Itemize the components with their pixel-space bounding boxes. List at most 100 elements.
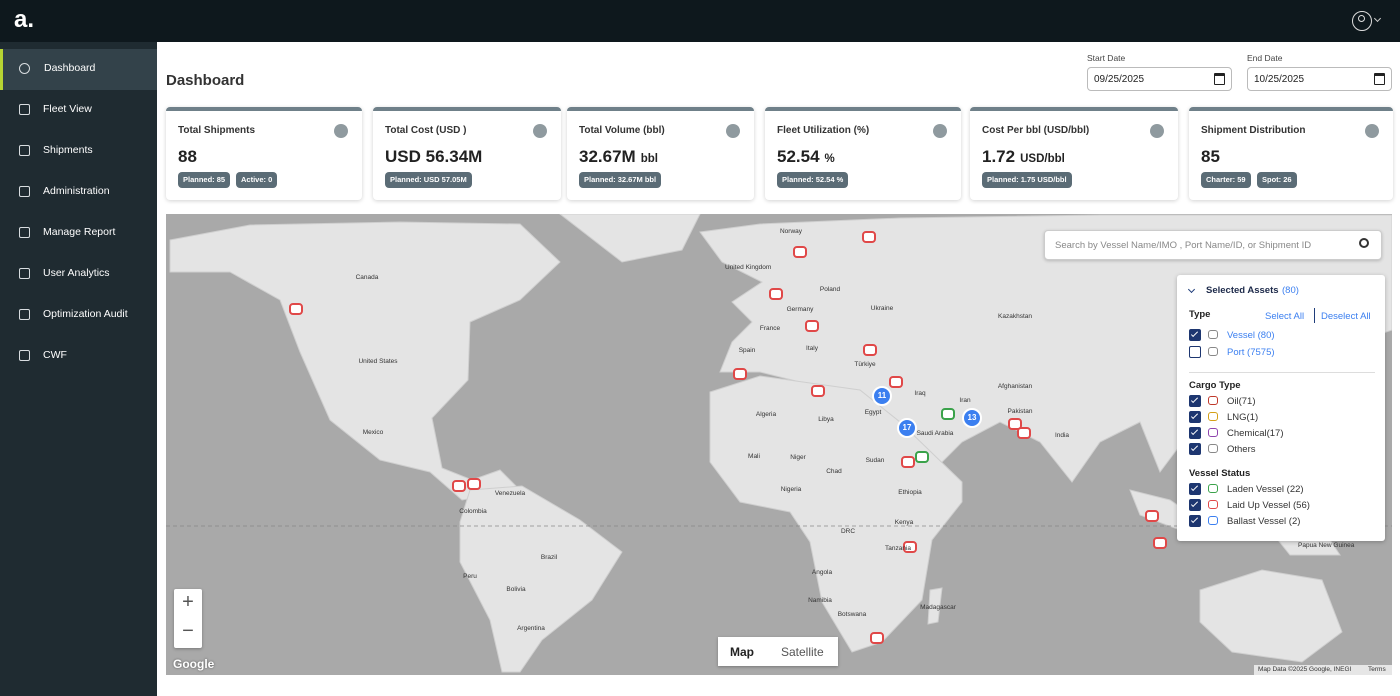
kpi-badge: Planned: 1.75 USD/bbl	[982, 172, 1072, 188]
info-icon[interactable]	[726, 124, 740, 138]
checkbox[interactable]	[1189, 427, 1201, 439]
asset-icon	[1208, 516, 1218, 525]
search-box[interactable]: Search by Vessel Name/IMO , Port Name/ID…	[1044, 230, 1382, 260]
info-icon[interactable]	[1150, 124, 1164, 138]
kpi-badge: Active: 0	[236, 172, 278, 188]
checkbox[interactable]	[1189, 411, 1201, 423]
country-label: Poland	[819, 286, 841, 293]
filter-option[interactable]: Others	[1227, 444, 1256, 455]
filter-title: Selected Assets	[1206, 285, 1279, 296]
country-label: United Kingdom	[725, 264, 772, 271]
date-input[interactable]: 09/25/2025	[1087, 67, 1232, 91]
zoom-control: + −	[174, 589, 202, 648]
section-label: Type	[1189, 309, 1211, 320]
nav-item[interactable]: Dashboard	[0, 49, 157, 90]
filter-option[interactable]: Ballast Vessel (2)	[1227, 516, 1301, 527]
filter-option[interactable]: Chemical(17)	[1227, 428, 1284, 439]
country-label: Spain	[738, 347, 756, 354]
nav-label: Manage Report	[43, 226, 116, 238]
checkbox[interactable]	[1189, 483, 1201, 495]
asset-icon	[1208, 412, 1218, 421]
filter-option[interactable]: LNG(1)	[1227, 412, 1259, 423]
kpi-unit: USD/bbl	[1020, 153, 1065, 165]
checkbox[interactable]	[1189, 395, 1201, 407]
attribution: Map Data ©2025 Google, INEGI Terms	[1254, 665, 1392, 675]
info-icon[interactable]	[334, 124, 348, 138]
checkbox[interactable]	[1189, 329, 1201, 341]
vessel-marker	[452, 480, 466, 492]
country-label: Angola	[811, 569, 833, 576]
asset-icon	[1208, 428, 1218, 437]
vessel-marker	[941, 408, 955, 420]
nav-icon	[19, 350, 30, 361]
chevron	[1373, 14, 1382, 23]
deselect-all[interactable]: Deselect All	[1321, 311, 1371, 322]
nav-label: Shipments	[43, 144, 93, 156]
checkmark	[1190, 395, 1199, 404]
nav-item[interactable]: Optimization Audit	[0, 295, 157, 336]
nav-label: Optimization Audit	[43, 308, 128, 320]
nav-item[interactable]: Administration	[0, 172, 157, 213]
vessel-marker	[862, 231, 876, 243]
map-type-control: Map Satellite	[718, 637, 838, 666]
kpi-badge: Planned: 52.54 %	[777, 172, 849, 188]
cluster-marker[interactable]: 13	[962, 408, 982, 428]
country-label: Venezuela	[494, 490, 526, 497]
country-label: Nigeria	[780, 486, 802, 493]
nav-item[interactable]: Fleet View	[0, 90, 157, 131]
country-label: Italy	[806, 345, 818, 352]
nav-item[interactable]: User Analytics	[0, 254, 157, 295]
vessel-marker	[863, 344, 877, 356]
info-icon[interactable]	[933, 124, 947, 138]
nav-icon	[19, 309, 30, 320]
checkbox[interactable]	[1189, 443, 1201, 455]
date-label: End Date	[1247, 53, 1283, 63]
kpi-card: Total Volume (bbl) 32.67M bbl Planned: 32.6…	[567, 107, 754, 200]
country-label: Egypt	[864, 409, 882, 416]
map-type-satellite[interactable]: Satellite	[781, 645, 824, 659]
checkmark	[1190, 411, 1199, 420]
cluster-marker[interactable]: 11	[872, 386, 892, 406]
map-type-map[interactable]: Map	[730, 645, 754, 659]
cluster-marker[interactable]: 17	[897, 418, 917, 438]
info-icon[interactable]	[533, 124, 547, 138]
select-all[interactable]: Select All	[1265, 311, 1305, 322]
nav-item[interactable]: Manage Report	[0, 213, 157, 254]
country-label: Saudi Arabia	[916, 430, 954, 437]
user-head	[1358, 15, 1365, 22]
landmass	[169, 221, 561, 501]
vessel-marker	[889, 376, 903, 388]
vessel-marker	[1008, 418, 1022, 430]
nav-item[interactable]: CWF	[0, 336, 157, 377]
terms-link[interactable]: Terms	[1368, 666, 1386, 673]
checkbox[interactable]	[1189, 515, 1201, 527]
vessel-marker	[733, 368, 747, 380]
country-label: Botswana	[837, 611, 867, 618]
nav-label: Fleet View	[43, 103, 92, 115]
filter-option[interactable]: Laid Up Vessel (56)	[1227, 500, 1310, 511]
filter-option[interactable]: Vessel (80)	[1227, 330, 1275, 341]
user-menu[interactable]	[1352, 11, 1372, 31]
country-label: Canada	[355, 274, 379, 281]
kpi-title: Total Volume (bbl)	[579, 125, 665, 136]
collapse-chevron[interactable]	[1187, 285, 1196, 294]
checkbox[interactable]	[1189, 346, 1201, 358]
filter-option[interactable]: Oil(71)	[1227, 396, 1256, 407]
checkbox[interactable]	[1189, 499, 1201, 511]
kpi-card: Shipment Distribution 85 Charter: 59 Spot: …	[1189, 107, 1393, 200]
filter-panel: Selected Assets (80) Type Select All Deselec…	[1177, 275, 1385, 541]
vessel-marker	[769, 288, 783, 300]
date-input[interactable]: 10/25/2025	[1247, 67, 1392, 91]
country-label: Afghanistan	[997, 383, 1033, 390]
filter-option[interactable]: Laden Vessel (22)	[1227, 484, 1304, 495]
country-label: Pakistan	[1007, 408, 1033, 415]
nav-item[interactable]: Shipments	[0, 131, 157, 172]
filter-option[interactable]: Port (7575)	[1227, 347, 1275, 358]
zoom-in[interactable]: +	[182, 591, 194, 613]
info-icon[interactable]	[1365, 124, 1379, 138]
country-label: Niger	[790, 454, 806, 461]
zoom-out[interactable]: −	[182, 620, 194, 642]
landmass	[709, 375, 963, 653]
country-label: Sudan	[865, 457, 885, 464]
